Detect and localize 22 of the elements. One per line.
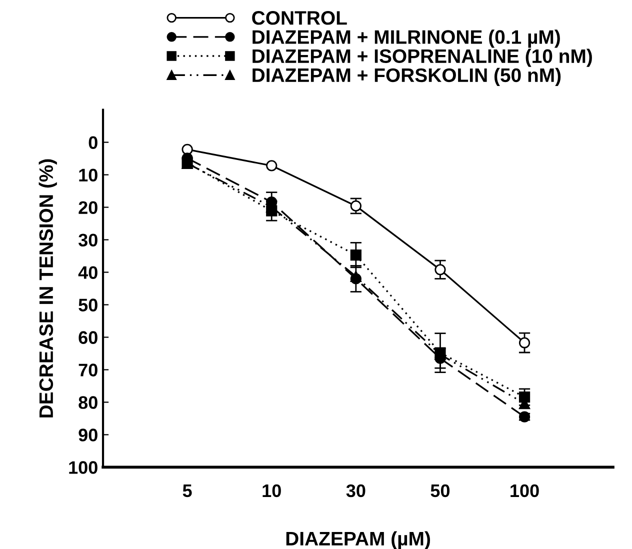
y-tick-label: 40 (78, 266, 98, 279)
y-axis-title: DECREASE IN TENSION (%) (38, 159, 57, 418)
y-tick-label: 70 (78, 364, 98, 376)
y-tick-label: 90 (78, 428, 98, 442)
x-tick-label: 5 (182, 484, 192, 498)
x-tick-label: 30 (346, 484, 366, 498)
y-tick-label: 50 (78, 298, 98, 312)
y-tick-label: 10 (79, 168, 98, 182)
x-tick-label: 10 (262, 484, 281, 498)
y-tick-label: 0 (88, 136, 98, 150)
y-tick-label: 30 (78, 234, 98, 247)
legend-label: DIAZEPAM + MILRINONE (0.1 µM) (252, 30, 560, 48)
legend-label: DIAZEPAM + FORSKOLIN (50 nM) (252, 68, 561, 86)
legend-label: DIAZEPAM + ISOPRENALINE (10 nM) (252, 48, 592, 67)
x-tick-label: 50 (430, 484, 450, 498)
x-tick-label: 100 (510, 484, 539, 498)
legend-label: CONTROL (252, 11, 347, 25)
y-tick-label: 80 (78, 396, 98, 409)
y-tick-label: 100 (69, 461, 98, 474)
x-axis-title: DIAZEPAM (µM) (286, 531, 430, 549)
y-tick-label: 60 (78, 331, 98, 344)
y-tick-label: 20 (78, 201, 98, 214)
